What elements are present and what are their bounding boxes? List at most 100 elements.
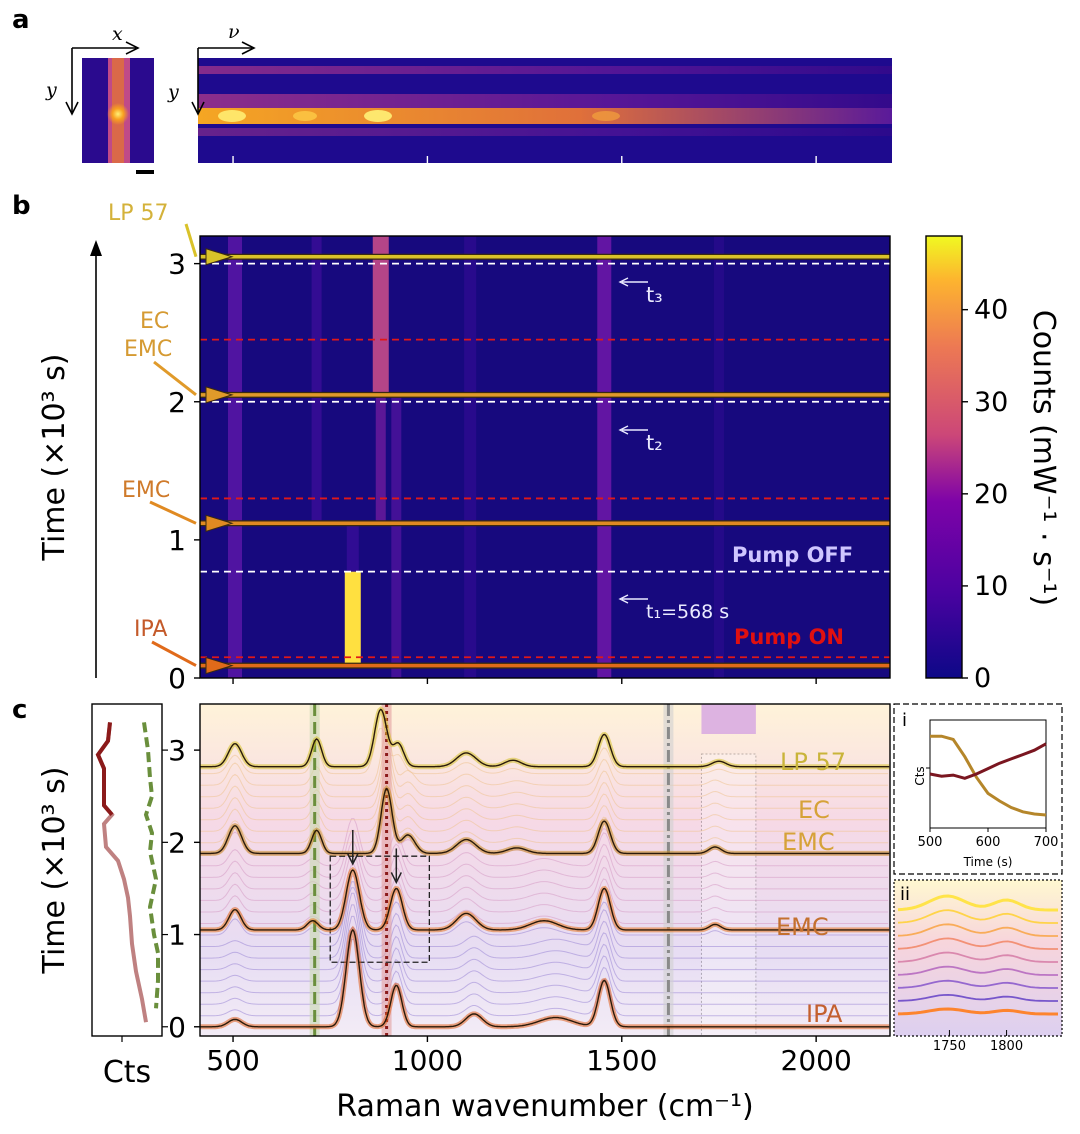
solvent-arrow-head-3 <box>205 248 234 266</box>
inset-ii-trace-1 <box>897 909 1058 924</box>
solvent-arrow-head-2 <box>205 386 234 404</box>
label-t2: t₂ <box>646 431 663 455</box>
inset-ii-trace-6 <box>897 979 1058 989</box>
inset-ii-plot: 1750 1800 <box>897 894 1058 1054</box>
panel-a: x y ν y <box>45 21 892 174</box>
panel-b: 0 1 2 3 Time (×10³ s) t₃ t₂ t₁=568 s Pump O… <box>37 201 1061 695</box>
heatmap-band-8 <box>597 236 612 678</box>
colorbar-tick-label-0: 0 <box>974 663 991 694</box>
heatmap-band-4 <box>372 236 389 395</box>
side-trace-red-dark <box>95 722 114 817</box>
series-line-3 <box>200 708 890 768</box>
shaded-band-box <box>700 753 757 1037</box>
inset-i-label: i <box>902 710 907 731</box>
waterfall-ytick-label-1: 1 <box>168 919 186 952</box>
inset-ii-trace-2 <box>897 923 1058 937</box>
side-plot-traces <box>95 722 168 1042</box>
peak-arrow-head-0 <box>347 853 359 866</box>
series-line-1 <box>200 869 890 931</box>
colorbar-tick-label-4: 40 <box>974 295 1008 326</box>
solvent-arrows <box>149 223 234 675</box>
shaded-band-top <box>701 704 756 734</box>
solvent-arrow-stem-3 <box>184 223 198 258</box>
solvent-label-ec: EC <box>140 309 169 334</box>
waterfall-ytick-label-3: 3 <box>168 734 186 767</box>
zoom-box <box>329 855 431 963</box>
panel-a-ticks <box>232 156 817 163</box>
colorbar-tick-label-1: 10 <box>974 571 1008 602</box>
time-annotations: t₃ t₂ t₁=568 s <box>618 277 729 623</box>
waterfall-axes: 500 1000 1500 2000 0 1 2 3 <box>168 734 852 1077</box>
inset-i-xtick-label-1: 600 <box>976 835 1001 850</box>
panel-letter-a: a <box>12 5 30 35</box>
label-pump-on: Pump ON <box>734 625 844 649</box>
inset-ii-trace-3 <box>897 937 1058 950</box>
solvent-arrow-stem-2 <box>153 360 197 397</box>
panel-c-xlabel: Raman wavenumber (cm⁻¹) <box>336 1089 753 1124</box>
solvent-arrow-head-0 <box>205 656 234 675</box>
solvent-label-lp57: LP 57 <box>108 201 169 226</box>
heatmap-axes: 0 1 2 3 <box>168 248 817 695</box>
panel-letter-c: c <box>12 695 27 725</box>
inset-i-xlabel: Time (s) <box>963 855 1013 869</box>
colorbar-label: Counts (mW⁻¹ · s⁻¹) <box>1026 310 1061 607</box>
heatmap-band-9 <box>713 236 724 678</box>
heatmap-background <box>200 236 890 678</box>
colorbar-ticks: 0 10 20 30 40 <box>962 295 1008 694</box>
inset-ii-trace-7 <box>897 993 1058 1002</box>
inset-ii-xtick-label-1: 1800 <box>990 1039 1023 1054</box>
trace-label-emc-1: EMC <box>782 828 835 856</box>
panel-letter-b: b <box>12 191 31 221</box>
inset-ii-label: ii <box>900 884 910 905</box>
panel-b-ylabel: Time (×10³ s) <box>37 354 72 562</box>
series-line-0 <box>200 928 890 1028</box>
inset-ii-trace-0 <box>897 894 1058 912</box>
scale-bar <box>136 170 154 174</box>
waterfall-xtick-label-3: 2000 <box>781 1044 852 1077</box>
inset-ii-trace-4 <box>897 951 1058 963</box>
inset-i-series-1 <box>929 742 1047 780</box>
inset-i-plot: 500 600 700 <box>918 734 1059 850</box>
trace-label-emc-2: EMC <box>776 913 829 941</box>
side-plot-frame <box>91 703 163 1037</box>
axis-x-label: x <box>112 23 123 45</box>
heatmap-ytick-label-1: 1 <box>168 524 186 557</box>
label-t3: t₃ <box>646 283 663 307</box>
side-xlabel: Cts <box>103 1055 151 1090</box>
solvent-arrow-head-1 <box>205 514 234 532</box>
heatmap-ytick-label-3: 3 <box>168 248 186 281</box>
heatmap-band-6 <box>391 394 402 678</box>
waterfall-ytick-label-0: 0 <box>168 1011 186 1044</box>
trace-label-lp57: LP 57 <box>780 748 846 776</box>
heatmap-ytick-label-2: 2 <box>168 386 186 419</box>
trace-label-ec: EC <box>798 796 830 824</box>
heatmap-ytick-label-0: 0 <box>168 662 186 695</box>
waterfall-series <box>200 706 890 1030</box>
waterfall-xtick-label-2: 1500 <box>586 1044 657 1077</box>
solvent-arrow-stem-0 <box>151 640 197 667</box>
panel-c-ylabel: Time (×10³ s) <box>37 767 72 975</box>
solvent-label-emc-2: EMC <box>122 478 170 503</box>
inset-i-xtick-label-2: 700 <box>1034 835 1059 850</box>
peak-arrow-head-1 <box>390 872 402 885</box>
colorbar-tick-label-3: 30 <box>974 387 1008 418</box>
inset-ii-trace-5 <box>897 965 1058 976</box>
inset-i-ylabel: Cts <box>913 766 927 785</box>
series-line-2 <box>200 787 890 855</box>
axis-y2-label: y <box>167 81 179 103</box>
label-pump-off: Pump OFF <box>732 543 853 567</box>
heatmap-band-2 <box>344 571 361 666</box>
heatmap-band-7 <box>464 236 477 678</box>
solvent-label-emc-1: EMC <box>124 337 172 362</box>
inset-i-xtick-label-0: 500 <box>918 835 943 850</box>
solvent-arrow-stem-1 <box>149 500 197 525</box>
inset-ii-trace-8 <box>897 1007 1058 1016</box>
heatmap-columns <box>227 236 724 678</box>
heatmap-band-1 <box>311 236 322 527</box>
red-marker-band <box>381 704 392 1036</box>
colorbar-tick-label-2: 20 <box>974 479 1008 510</box>
axis-y-label: y <box>45 79 57 101</box>
inset-ii-xtick-label-0: 1750 <box>933 1039 966 1054</box>
label-t1: t₁=568 s <box>646 601 729 623</box>
